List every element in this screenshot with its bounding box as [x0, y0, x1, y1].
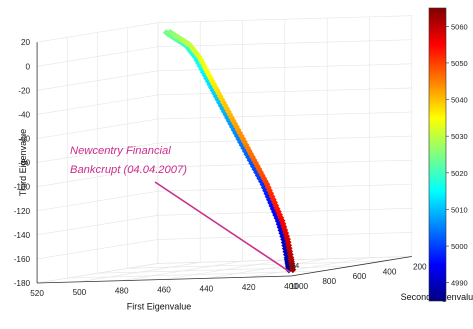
grid-line	[157, 87, 412, 96]
grid-line	[37, 22, 158, 43]
x-axis-label: First Eigenvalue	[127, 301, 192, 311]
annotation-line-2: Bankcrupt (04.04.2007)	[70, 164, 187, 176]
x-tick-label: 500	[73, 288, 87, 297]
data-point	[289, 266, 297, 274]
z-axis-label: Third Eigenvalue	[18, 129, 28, 197]
z-tick-label: 0	[26, 62, 31, 71]
colorbar-tick-label: 5000	[451, 242, 468, 251]
colorbar-tick-label: 5060	[451, 22, 468, 31]
grid-line	[37, 239, 158, 260]
grid-line	[157, 39, 412, 48]
colorbar-tick-label: 4990	[451, 279, 468, 288]
x-tick-label: 440	[200, 284, 214, 293]
annotation-arrow	[154, 181, 291, 273]
grid-line	[37, 70, 158, 91]
annotation-line-1: Newcentry Financial	[70, 145, 171, 157]
y-tick-label: 800	[322, 277, 336, 286]
z-tick-label: -180	[14, 279, 31, 288]
grid-line	[37, 263, 158, 284]
colorbar-tick-label: 5010	[451, 205, 468, 214]
colorbar-tick-label: 5020	[451, 169, 468, 178]
annotation: Newcentry Financial Bankcrupt (04.04.200…	[70, 145, 291, 273]
z-tick-label: -80	[18, 159, 30, 168]
colorbar-tick-label: 5030	[451, 132, 468, 141]
chart-axes	[36, 42, 412, 284]
grid-line	[157, 135, 412, 144]
colorbar-tick-label: 5040	[451, 96, 468, 105]
z-tick-label: 20	[21, 38, 31, 47]
x-tick-label: 400	[284, 282, 298, 291]
x-tick-label: 460	[157, 285, 171, 294]
x-tick-label: 520	[30, 289, 44, 298]
y-tick-label: 400	[383, 267, 397, 276]
grid-line	[157, 208, 412, 216]
grid-line	[97, 265, 352, 274]
z-tick-label: -40	[18, 110, 30, 119]
x-tick-label: 420	[242, 283, 256, 292]
x-axis-line	[37, 275, 292, 284]
z-tick-label: -160	[14, 255, 31, 264]
grid-line	[157, 159, 412, 168]
grid-line	[37, 190, 158, 212]
grid-line	[37, 142, 158, 163]
grid-line	[157, 183, 412, 192]
x-tick-label: 480	[115, 287, 129, 296]
grid-line	[37, 94, 158, 115]
grid-line	[37, 166, 158, 187]
start-point-label: 24	[291, 261, 299, 270]
grid-line	[37, 118, 158, 139]
grid-line	[37, 215, 158, 236]
y-tick-label: 1000	[290, 282, 309, 291]
grid-line	[157, 15, 412, 23]
grid-line	[37, 46, 158, 67]
colorbar-gradient	[428, 7, 447, 302]
grid-line	[157, 111, 412, 120]
grid-line	[127, 261, 382, 269]
z-tick-label: -120	[14, 207, 31, 216]
y-tick-label: 200	[413, 262, 427, 271]
z-tick-label: -60	[18, 135, 30, 144]
z-tick-label: -140	[14, 231, 31, 240]
z-tick-label: -20	[18, 86, 30, 95]
z-tick-label: -100	[14, 183, 31, 192]
colorbar-tick-label: 5050	[451, 59, 468, 68]
y-tick-label: 600	[353, 272, 367, 281]
chart-points	[162, 29, 297, 274]
grid-line	[67, 270, 322, 279]
y-axis-line	[290, 256, 412, 277]
colorbar: 5060 5050 5040 5030 5020 5010 5000 4990	[428, 7, 468, 302]
